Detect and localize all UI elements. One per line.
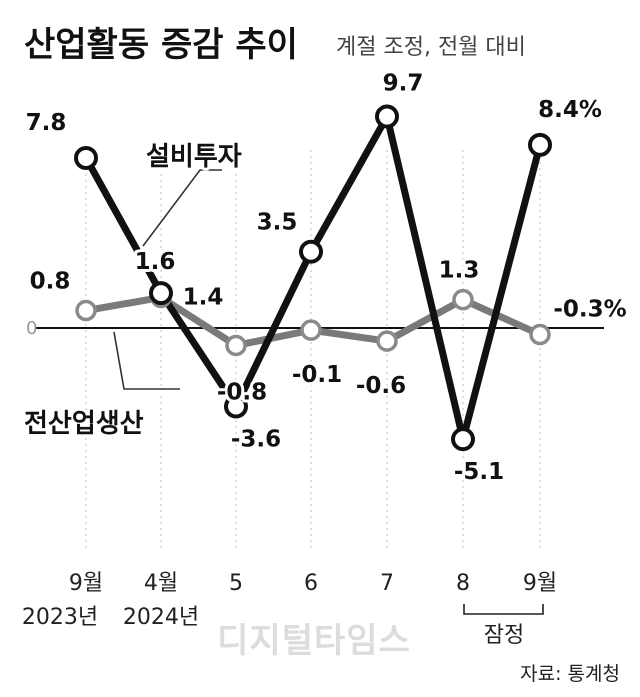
provisional-bracket	[463, 604, 544, 615]
x-axis: 9월 2023년 4월 2024년 5 6 7 8 9월	[22, 571, 557, 630]
data-point-investment	[299, 239, 323, 264]
data-point-production	[376, 330, 398, 352]
series-label-investment: 설비투자	[146, 142, 242, 172]
production-callout	[113, 331, 180, 390]
chart-title: 산업활동 증감 추이	[24, 25, 298, 65]
data-label-production: -0.8	[217, 379, 267, 405]
category-guides	[85, 150, 541, 552]
data-label-production: 1.3	[439, 258, 480, 284]
x-year-label: 2023년	[22, 605, 98, 630]
x-tick-label: 5	[229, 571, 243, 596]
data-point-production	[452, 288, 474, 311]
data-point-investment	[375, 104, 399, 129]
data-label-investment: 7.8	[26, 110, 67, 136]
data-label-investment: 9.7	[383, 71, 424, 97]
source-note: 자료: 통계청	[520, 663, 620, 685]
data-label-investment: 8.4%	[538, 97, 602, 123]
x-year-label: 2024년	[123, 605, 199, 630]
chart-subtitle: 계절 조정, 전월 대비	[336, 35, 526, 60]
x-tick-label: 8	[456, 571, 470, 596]
data-point-production	[529, 323, 551, 346]
series-layer	[74, 104, 552, 452]
series-label-production: 전산업생산	[24, 409, 144, 439]
data-labels: 7.8 1.6 -3.6 3.5 9.7 -5.1 8.4% 0.8 1.4 -0.8 -0.1 -0…	[23, 68, 630, 489]
data-point-production	[300, 319, 322, 341]
data-label-investment: 1.6	[135, 249, 176, 275]
data-label-production: 0.8	[30, 269, 71, 295]
data-point-production	[225, 334, 247, 357]
data-label-production: -0.3%	[553, 297, 626, 323]
data-label-investment: -5.1	[454, 459, 504, 485]
investment-callout-halo	[140, 167, 222, 248]
x-tick-label: 6	[304, 571, 318, 596]
investment-callout	[142, 169, 222, 247]
production-callout-halo	[111, 331, 180, 392]
x-tick-label: 9월	[523, 571, 557, 596]
data-label-production: 1.4	[183, 284, 224, 310]
data-point-investment	[528, 132, 552, 157]
x-tick-label: 9월	[69, 571, 103, 596]
data-label-production: -0.1	[292, 362, 342, 388]
provisional-label: 잠정	[484, 623, 524, 648]
data-point-investment	[74, 145, 98, 170]
x-tick-label: 7	[380, 571, 394, 596]
data-label-investment: -3.6	[231, 426, 281, 452]
watermark: 디지털타임스	[217, 621, 411, 661]
data-point-investment	[224, 394, 248, 419]
data-point-investment	[451, 427, 475, 452]
y-zero-label: 0	[26, 318, 37, 339]
data-point-investment	[149, 281, 173, 306]
data-label-investment: 3.5	[257, 210, 298, 236]
data-point-production	[75, 299, 97, 322]
x-tick-label: 4월	[144, 571, 178, 596]
data-label-production: -0.6	[356, 373, 406, 399]
